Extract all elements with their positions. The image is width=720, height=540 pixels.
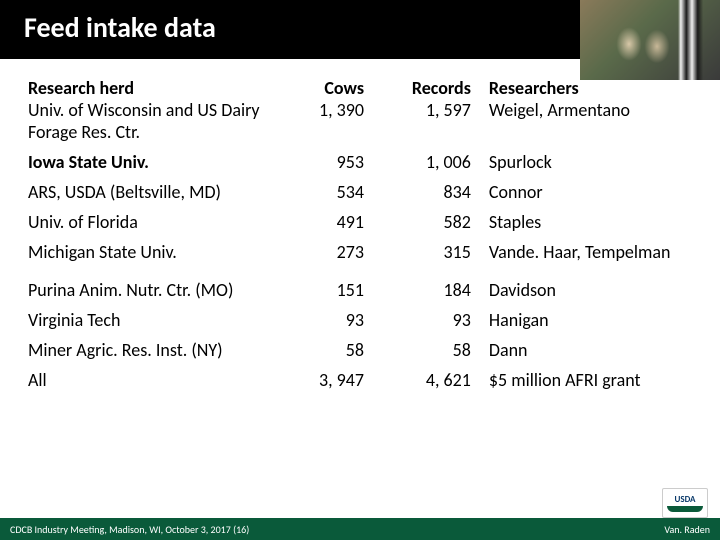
- table-row: Michigan State Univ.273315Vande. Haar, T…: [28, 239, 696, 269]
- cell-cows: 491: [289, 209, 383, 239]
- cell-researchers: $5 million AFRI grant: [489, 367, 696, 397]
- usda-logo-bar: [667, 506, 703, 512]
- cell-cows: 953: [289, 149, 383, 179]
- cell-researchers: Connor: [489, 179, 696, 209]
- table-row: Iowa State Univ.9531, 006Spurlock: [28, 149, 696, 179]
- cell-records: 582: [382, 209, 489, 239]
- cell-records: 1, 006: [382, 149, 489, 179]
- table-row: Virginia Tech9393Hanigan: [28, 307, 696, 337]
- cell-researchers: Spurlock: [489, 149, 696, 179]
- cell-records: 58: [382, 337, 489, 367]
- col-header-cows-label: Cows: [324, 77, 364, 99]
- cell-researchers: Vande. Haar, Tempelman: [489, 239, 696, 269]
- cell-researchers: Dann: [489, 337, 696, 367]
- col-header-herd: Research herd Univ. of Wisconsin and US …: [28, 77, 289, 149]
- col-header-researchers-label: Researchers: [489, 77, 579, 99]
- researchers-photo: [580, 0, 720, 80]
- cell-records: 184: [382, 269, 489, 307]
- table-row: Univ. of Florida491582Staples: [28, 209, 696, 239]
- cell-cows: 273: [289, 239, 383, 269]
- cell-herd: Michigan State Univ.: [28, 239, 289, 269]
- cell-herd: All: [28, 367, 289, 397]
- table-header-row: Research herd Univ. of Wisconsin and US …: [28, 77, 696, 149]
- col-header-records: Records 1, 597: [382, 77, 489, 149]
- footer-right: Van. Raden: [664, 523, 710, 536]
- usda-logo-text: USDA: [674, 494, 695, 505]
- cell-records: 4, 621: [382, 367, 489, 397]
- cell-researchers: Davidson: [489, 269, 696, 307]
- footer-bar: CDCB Industry Meeting, Madison, WI, Octo…: [0, 518, 720, 540]
- col-header-cows: Cows 1, 390: [289, 77, 383, 149]
- table-body: Iowa State Univ.9531, 006SpurlockARS, US…: [28, 149, 696, 397]
- col-header-herd-label: Research herd: [28, 77, 134, 99]
- cell-records: 315: [382, 239, 489, 269]
- cell-herd: ARS, USDA (Beltsville, MD): [28, 179, 289, 209]
- table-row: All3, 9474, 621$5 million AFRI grant: [28, 367, 696, 397]
- table-row: Purina Anim. Nutr. Ctr. (MO)151184Davids…: [28, 269, 696, 307]
- table-row: ARS, USDA (Beltsville, MD)534834Connor: [28, 179, 696, 209]
- header-records-value: 1, 597: [426, 99, 471, 121]
- table-row: Miner Agric. Res. Inst. (NY)5858Dann: [28, 337, 696, 367]
- header-herd-sub: Univ. of Wisconsin and US Dairy Forage R…: [28, 99, 260, 143]
- cell-herd: Virginia Tech: [28, 307, 289, 337]
- usda-logo: USDA: [662, 488, 708, 518]
- cell-herd: Miner Agric. Res. Inst. (NY): [28, 337, 289, 367]
- cell-herd: Iowa State Univ.: [28, 149, 289, 179]
- content-area: Research herd Univ. of Wisconsin and US …: [0, 59, 720, 397]
- photo-content: [580, 0, 720, 80]
- cell-cows: 534: [289, 179, 383, 209]
- cell-records: 834: [382, 179, 489, 209]
- slide-title: Feed intake data: [24, 10, 216, 45]
- header-cows-value: 1, 390: [319, 99, 364, 121]
- data-table: Research herd Univ. of Wisconsin and US …: [28, 77, 696, 397]
- cell-researchers: Hanigan: [489, 307, 696, 337]
- cell-herd: Purina Anim. Nutr. Ctr. (MO): [28, 269, 289, 307]
- cell-cows: 3, 947: [289, 367, 383, 397]
- cell-herd: Univ. of Florida: [28, 209, 289, 239]
- col-header-records-label: Records: [412, 77, 471, 99]
- cell-researchers: Staples: [489, 209, 696, 239]
- cell-cows: 93: [289, 307, 383, 337]
- col-header-researchers: Researchers Weigel, Armentano: [489, 77, 696, 149]
- cell-cows: 58: [289, 337, 383, 367]
- cell-records: 93: [382, 307, 489, 337]
- header-researchers-value: Weigel, Armentano: [489, 99, 630, 121]
- cell-cows: 151: [289, 269, 383, 307]
- footer-left: CDCB Industry Meeting, Madison, WI, Octo…: [10, 523, 249, 536]
